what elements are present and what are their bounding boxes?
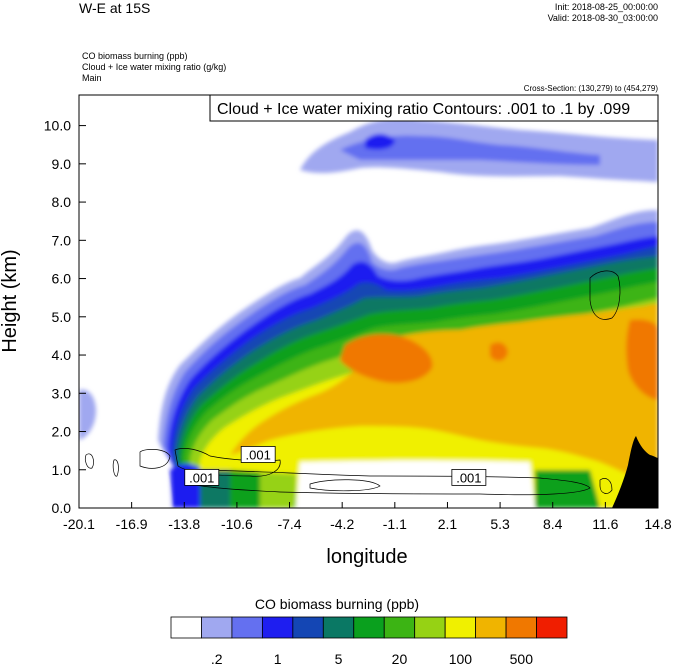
y-axis-label: Height (km) [0, 249, 21, 352]
plot-title: W-E at 15S [79, 0, 151, 16]
x-tick-label: -4.2 [330, 516, 354, 532]
contour-label-box [240, 446, 276, 463]
colorbar-swatch [536, 616, 568, 639]
contour-label-box [184, 469, 220, 486]
x-tick-label: -13.8 [168, 516, 200, 532]
x-tick-label: 5.3 [490, 516, 510, 532]
y-tick-label: 9.0 [52, 156, 72, 172]
y-tick-label: 6.0 [52, 271, 72, 287]
x-tick-label: 8.4 [543, 516, 563, 532]
colorbar-swatch [505, 616, 537, 639]
colorbar-label: 20 [392, 651, 408, 667]
contour-label: .001 [189, 470, 214, 485]
x-tick-label: -10.6 [221, 516, 253, 532]
colorbar-swatch [383, 616, 416, 639]
x-tick-label: 14.8 [644, 516, 671, 532]
colorbar-label: 500 [510, 651, 534, 667]
init-time: Init: 2018-08-25_00:00:00 [554, 2, 658, 12]
colorbar-swatch [170, 616, 202, 639]
x-tick-label: -16.9 [116, 516, 148, 532]
colorbar-swatch [261, 616, 294, 639]
colorbar-swatch [292, 616, 324, 639]
valid-time: Valid: 2018-08-30_03:00:00 [547, 13, 658, 23]
colorbar-swatch [353, 616, 385, 639]
contour-labels: .001 .001 .001 [184, 446, 487, 486]
colorbar-swatch [414, 616, 446, 639]
contour-info-box [209, 94, 659, 122]
cross-section-label: Cross-Section: (130,279) to (454,279) [523, 84, 658, 93]
y-tick-label: 1.0 [52, 462, 72, 478]
x-tick-label: -20.1 [63, 516, 95, 532]
colorbar-label: .2 [211, 651, 223, 667]
variable-cloud: Cloud + Ice water mixing ratio (g/kg) [82, 62, 227, 72]
contour-label: .001 [246, 447, 271, 462]
co-field [79, 118, 658, 508]
x-tick-label: 11.6 [592, 516, 618, 532]
y-tick-label: 2.0 [52, 424, 72, 440]
colorbar-swatch [322, 616, 355, 639]
y-tick-label: 3.0 [52, 385, 72, 401]
colorbar-label: 100 [449, 651, 473, 667]
variable-co: CO biomass burning (ppb) [82, 51, 188, 61]
contour-label: .001 [456, 470, 481, 485]
terrain [612, 436, 658, 508]
colorbar-swatch [444, 616, 477, 639]
y-tick-label: 7.0 [52, 232, 72, 248]
y-axis: 0.0 1.0 2.0 3.0 4.0 5.0 6.0 7.0 8.0 9.0 10.0 [44, 118, 86, 516]
x-axis: -20.1 -16.9 -13.8 -10.6 -7.4 -4.2 -1.1 2.1 5.3 8.… [63, 502, 672, 532]
contour-info-text: Cloud + Ice water mixing ratio Contours:… [217, 101, 630, 118]
variable-domain: Main [82, 73, 102, 83]
x-tick-label: -7.4 [277, 516, 301, 532]
y-tick-label: 8.0 [52, 194, 72, 210]
colorbar-label: 1 [274, 651, 282, 667]
colorbar-swatch [201, 616, 233, 639]
x-tick-label: -1.1 [383, 516, 407, 532]
colorbar-title: CO biomass burning (ppb) [254, 596, 420, 612]
colorbar-label: 5 [335, 651, 343, 667]
x-axis-label: longitude [326, 546, 407, 568]
y-tick-label: 5.0 [52, 309, 72, 325]
y-tick-label: 0.0 [52, 500, 72, 516]
y-tick-label: 4.0 [52, 347, 72, 363]
contour-label-box [451, 469, 487, 486]
colorbar: .2 1 5 20 100 500 [170, 616, 568, 667]
y-tick-label: 10.0 [44, 118, 71, 134]
colorbar-swatch [231, 616, 263, 639]
colorbar-swatch [475, 616, 507, 639]
x-tick-label: 2.1 [438, 516, 458, 532]
